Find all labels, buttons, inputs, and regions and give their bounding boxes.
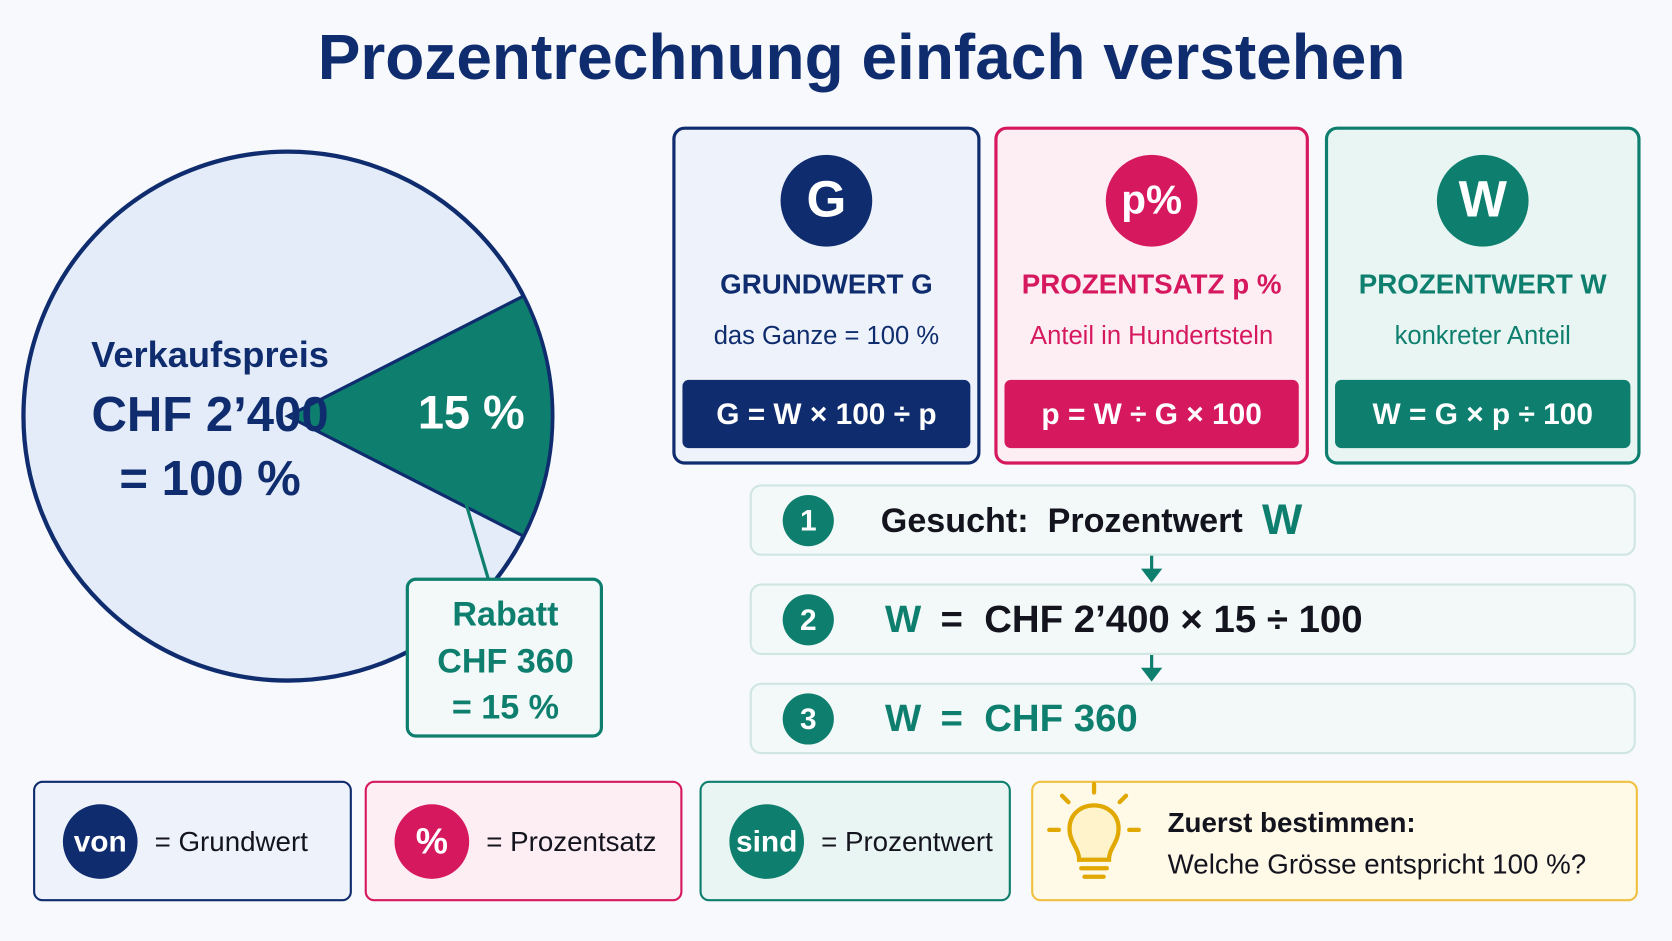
card bbox=[1324, 126, 1641, 465]
step-number: 1 bbox=[800, 505, 817, 538]
tip-heading: Zuerst bestimmen: bbox=[1168, 807, 1416, 838]
card-icon bbox=[1436, 154, 1529, 247]
legend-icon bbox=[729, 804, 805, 879]
step-segment: = CHF 360 bbox=[940, 697, 1137, 740]
card-title: GRUNDWERT G bbox=[720, 268, 933, 299]
step-text: W = CHF 2’400 × 15 ÷ 100 bbox=[885, 598, 1363, 641]
step-segment: W bbox=[1262, 496, 1303, 544]
step-number-bg bbox=[782, 594, 834, 646]
slice-label: 15 % bbox=[418, 387, 525, 439]
formula: p = W ÷ G × 100 bbox=[1041, 398, 1261, 431]
step-box bbox=[749, 583, 1636, 655]
formula-box bbox=[1335, 379, 1631, 449]
step-segment: Gesucht: Prozentwert bbox=[881, 502, 1243, 540]
step-segment: = CHF 2’400 × 15 ÷ 100 bbox=[940, 598, 1362, 641]
tip-box bbox=[1031, 780, 1638, 902]
callout-line bbox=[459, 484, 490, 580]
step-segment: W bbox=[885, 697, 922, 740]
card bbox=[672, 126, 981, 465]
ray bbox=[1059, 793, 1071, 805]
lightbulb-icon bbox=[1047, 781, 1141, 879]
callout-box bbox=[405, 577, 604, 738]
card-icon bbox=[1105, 154, 1198, 247]
step-segment: W bbox=[885, 598, 922, 641]
formula: G = W × 100 ÷ p bbox=[716, 398, 936, 431]
step-number-bg bbox=[782, 693, 834, 745]
card-symbol: p% bbox=[1121, 177, 1182, 223]
callout-text: CHF 360 bbox=[437, 643, 574, 681]
arrow-head bbox=[1140, 667, 1163, 682]
callout-dot bbox=[454, 479, 468, 492]
card-title: PROZENTSATZ p % bbox=[1022, 268, 1282, 299]
card-subtitle: konkreter Anteil bbox=[1395, 322, 1571, 350]
callout-text: = 15 % bbox=[452, 688, 559, 726]
card-subtitle: das Ganze = 100 % bbox=[714, 322, 939, 350]
legend-text: = Prozentsatz bbox=[486, 826, 656, 857]
pie-label: CHF 2’400 bbox=[91, 388, 328, 442]
card bbox=[994, 126, 1309, 465]
legend-symbol: von bbox=[74, 826, 127, 859]
tip-text: Welche Grösse entspricht 100 %? bbox=[1168, 848, 1587, 879]
bulb bbox=[1067, 803, 1121, 862]
step-number: 2 bbox=[800, 604, 817, 637]
pie-label: = 100 % bbox=[119, 452, 300, 506]
formula: W = G × p ÷ 100 bbox=[1373, 398, 1593, 431]
legend-text: = Grundwert bbox=[155, 826, 309, 857]
card-symbol: G bbox=[806, 170, 846, 227]
legend-symbol: % bbox=[416, 820, 448, 861]
step-number: 3 bbox=[800, 703, 817, 736]
step-text: W = CHF 360 bbox=[885, 697, 1138, 740]
ray bbox=[1117, 793, 1129, 805]
callout-text: Rabatt bbox=[452, 596, 558, 634]
step-box bbox=[749, 484, 1636, 556]
pie-label: Verkaufspreis bbox=[91, 334, 329, 375]
legend-icon bbox=[62, 804, 138, 879]
step-box bbox=[749, 682, 1636, 755]
card-subtitle: Anteil in Hundertsteln bbox=[1030, 322, 1273, 350]
title: Prozentrechnung einfach verstehen bbox=[318, 21, 1406, 93]
legend-symbol: sind bbox=[736, 826, 797, 859]
formula-box bbox=[1004, 379, 1299, 449]
formula-box bbox=[682, 379, 971, 449]
step-number-bg bbox=[782, 495, 834, 547]
card-symbol: W bbox=[1459, 170, 1508, 227]
card-title: PROZENTWERT W bbox=[1359, 268, 1608, 299]
legend-text: = Prozentwert bbox=[821, 826, 993, 857]
pie-slice bbox=[284, 293, 554, 539]
arrow-head bbox=[1140, 568, 1163, 583]
legend-icon bbox=[394, 804, 470, 879]
step-text: Gesucht: Prozentwert W bbox=[881, 496, 1303, 544]
card-icon bbox=[780, 154, 873, 247]
